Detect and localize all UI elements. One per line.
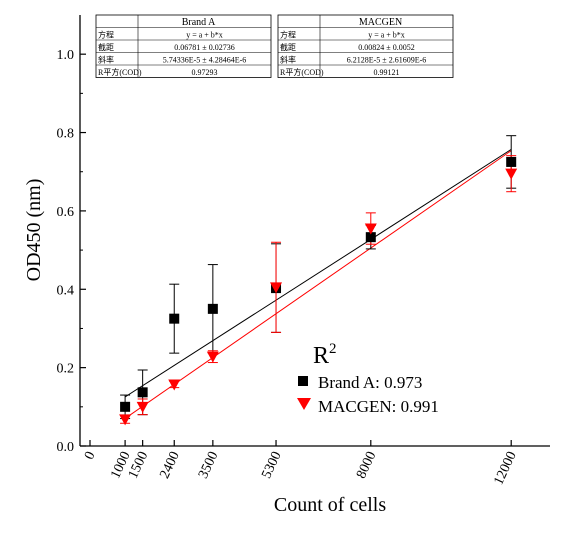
data-point-macgen: [168, 379, 181, 391]
y-tick-label: 0.2: [57, 362, 75, 377]
data-points-layer: [119, 156, 518, 426]
fit-table-value: y = a + b*x: [186, 31, 223, 40]
fit-table-value: 0.99121: [374, 68, 400, 77]
fit-table-key: 方程: [98, 30, 114, 40]
y-tick-label: 1.0: [57, 48, 75, 63]
legend-entry-brand-a: Brand A: 0.973: [318, 373, 422, 392]
y-tick-label: 0.6: [57, 205, 75, 220]
x-tick-label: 5300: [259, 449, 284, 481]
data-point-macgen: [505, 168, 518, 180]
data-point-macgen: [119, 414, 132, 426]
fit-table-title: Brand A: [182, 17, 216, 28]
y-axis-label: OD450 (nm): [23, 179, 45, 282]
fit-lines-layer: [124, 148, 512, 419]
x-axis-label: Count of cells: [274, 494, 386, 516]
fit-table-key: 方程: [280, 30, 296, 40]
x-tick-label: 0: [82, 449, 99, 462]
fit-table-border: [277, 14, 454, 78]
fit-table-key: 斜率: [280, 55, 296, 65]
fit-table-key: R平方(COD): [280, 67, 324, 77]
fit-line-brand-a: [124, 148, 512, 398]
x-tick-label: 3500: [196, 449, 221, 481]
fit-table-key: R平方(COD): [98, 67, 142, 77]
legend: R2 Brand A: 0.973 MACGEN: 0.991: [297, 341, 439, 416]
data-point-brand-a: [137, 387, 148, 398]
legend-marker-brand-a: [298, 376, 308, 386]
fit-table-macgen: MACGEN 方程 y = a + b*x 截距 0.00824 ± 0.0052 斜率 6…: [277, 14, 454, 78]
x-tick-label: 12000: [491, 449, 519, 487]
data-point-macgen: [206, 351, 219, 363]
fit-table-value: 6.2128E-5 ± 2.61609E-6: [347, 56, 427, 65]
fit-table-value: 5.74336E-5 ± 4.28464E-6: [163, 56, 247, 65]
fit-table-border: [95, 14, 272, 78]
x-tick-label: 8000: [354, 449, 379, 481]
legend-marker-macgen: [297, 398, 311, 410]
x-tick-label: 2400: [157, 449, 182, 481]
fit-table-value: 0.00824 ± 0.0052: [358, 43, 414, 52]
fit-table-value: y = a + b*x: [368, 31, 405, 40]
legend-title-text: R: [313, 343, 329, 369]
data-point-brand-a: [207, 303, 218, 314]
legend-entry-macgen: MACGEN: 0.991: [318, 397, 439, 416]
data-point-brand-a: [506, 156, 517, 167]
fit-line-macgen: [124, 150, 512, 419]
data-point-brand-a: [365, 232, 376, 243]
data-point-brand-a: [120, 401, 131, 412]
data-point-macgen: [136, 401, 149, 413]
data-point-brand-a: [169, 313, 180, 324]
data-point-macgen: [364, 223, 377, 235]
fit-table-value: 0.06781 ± 0.02736: [174, 43, 234, 52]
y-tick-label: 0.4: [57, 283, 75, 298]
fit-tables-layer: Brand A 方程 y = a + b*x 截距 0.06781 ± 0.02736 斜…: [95, 14, 454, 78]
legend-title-superscript: 2: [329, 341, 337, 357]
fit-table-key: 截距: [280, 42, 296, 52]
fit-table-title: MACGEN: [359, 17, 402, 28]
data-point-macgen: [270, 282, 283, 294]
y-tick-label: 0.8: [57, 127, 75, 142]
fit-table-key: 斜率: [98, 55, 114, 65]
fit-table-value: 0.97293: [192, 68, 218, 77]
fit-table-brand-a: Brand A 方程 y = a + b*x 截距 0.06781 ± 0.02736 斜…: [95, 14, 272, 78]
fit-table-key: 截距: [98, 42, 114, 52]
legend-title: R2: [313, 341, 337, 369]
y-tick-label: 0.0: [57, 440, 75, 455]
